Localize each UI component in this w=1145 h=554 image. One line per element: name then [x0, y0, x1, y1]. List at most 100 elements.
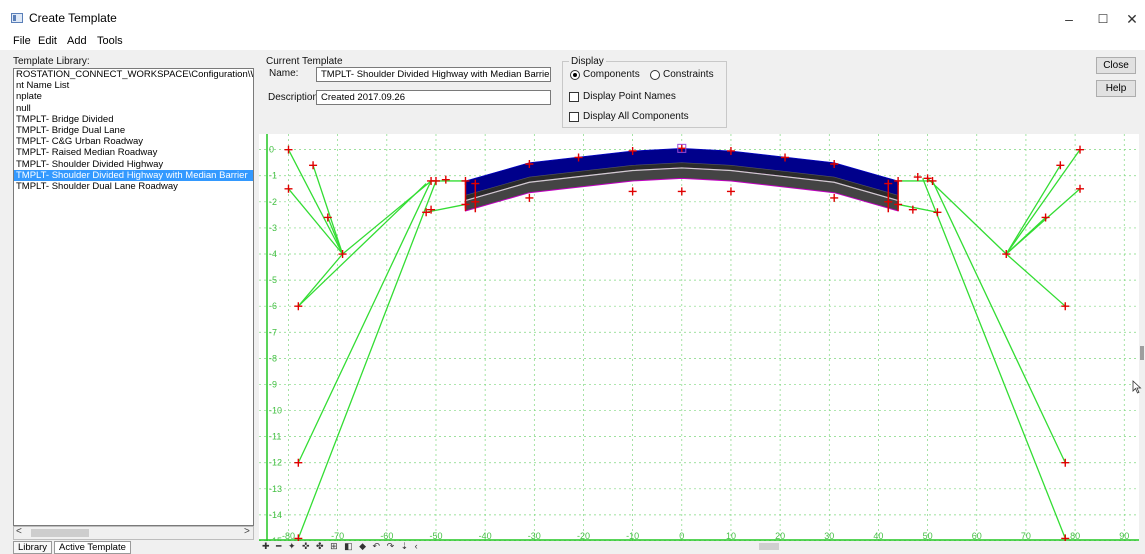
display-label: Display: [569, 56, 606, 67]
y-tick-label: -7: [269, 327, 277, 337]
x-tick-label: 40: [873, 531, 883, 541]
canvas-scroll-thumb[interactable]: [1140, 346, 1144, 360]
view-toolbar: ✚ ━ ✦ ✜ ✤ ⊞ ◧ ◆ ↶ ↷ ⇣ ‹: [259, 541, 1145, 552]
component-link-line: [327, 217, 344, 255]
template-point: [913, 173, 922, 182]
library-item[interactable]: null: [16, 102, 31, 114]
menu-add[interactable]: Add: [67, 35, 87, 47]
component-link-line: [922, 178, 1066, 539]
template-point: [1076, 145, 1085, 154]
template-point: [1041, 213, 1050, 222]
y-tick-label: 0: [269, 145, 274, 155]
template-point: [1076, 184, 1085, 193]
canvas-horizontal-scroll-thumb[interactable]: [759, 543, 779, 550]
constraints-radio-label: Constraints: [663, 69, 714, 80]
y-tick-label: -3: [269, 223, 277, 233]
title-bar: Create Template – ☐ ✕: [0, 0, 1145, 34]
template-point: [923, 174, 932, 183]
template-description-field[interactable]: Created 2017.09.26: [316, 90, 551, 105]
template-point: [427, 176, 436, 185]
view-tools-icon[interactable]: ✚ ━ ✦ ✜ ✤ ⊞ ◧ ◆ ↶ ↷ ⇣ ‹: [262, 541, 420, 551]
pavement-point: [830, 193, 839, 202]
library-item[interactable]: TMPLT- Bridge Divided: [16, 113, 114, 125]
component-link-line: [287, 188, 344, 255]
library-item[interactable]: nplate: [16, 91, 42, 103]
x-tick-label: -50: [429, 531, 442, 541]
x-tick-label: -30: [528, 531, 541, 541]
template-point: [323, 213, 332, 222]
template-library-label: Template Library:: [13, 56, 90, 67]
app-icon: [11, 13, 23, 23]
x-tick-label: -40: [479, 531, 492, 541]
x-tick-label: -20: [577, 531, 590, 541]
component-link-line: [931, 180, 1066, 464]
pavement-point: [525, 160, 534, 169]
pavement-point: [830, 160, 839, 169]
constraints-radio[interactable]: [650, 70, 660, 80]
y-tick-label: -13: [269, 484, 282, 494]
menu-file[interactable]: File: [13, 35, 31, 47]
mouse-cursor-icon: [1132, 380, 1142, 394]
pavement-point: [628, 187, 637, 196]
pavement-point: [726, 146, 735, 155]
component-link-line: [927, 177, 1007, 255]
component-link-line: [1005, 217, 1047, 255]
library-item[interactable]: TMPLT- Shoulder Dual Lane Roadway: [16, 180, 178, 192]
help-button[interactable]: Help: [1096, 80, 1136, 97]
library-horizontal-scrollbar[interactable]: < >: [13, 526, 254, 540]
x-tick-label: 80: [1070, 531, 1080, 541]
y-tick-label: -12: [269, 458, 282, 468]
x-tick-label: 60: [972, 531, 982, 541]
template-point: [1061, 458, 1070, 467]
template-library-list[interactable]: ROSTATION_CONNECT_WORKSPACE\Configuratio…: [13, 68, 254, 526]
scroll-left-icon[interactable]: <: [16, 526, 22, 537]
scroll-right-icon[interactable]: >: [244, 526, 250, 537]
template-canvas[interactable]: 0 -1 -2 -3 -4 -5 -6 -7 -8 -9 -10 -11 -12 -13 -14 -15 -80…: [259, 134, 1139, 546]
tab-active-template[interactable]: Active Template: [54, 541, 131, 554]
tab-library[interactable]: Library: [13, 541, 53, 554]
library-item[interactable]: TMPLT- Shoulder Divided Highway with Med…: [14, 169, 253, 181]
pavement-point: [677, 187, 686, 196]
template-point: [338, 250, 347, 259]
components-radio-label: Components: [583, 69, 640, 80]
library-item[interactable]: TMPLT- Shoulder Divided Highway: [16, 158, 164, 170]
x-tick-label: -80: [282, 531, 295, 541]
y-tick-label: -1: [269, 171, 277, 181]
template-point: [1056, 161, 1065, 170]
components-radio[interactable]: [570, 70, 580, 80]
x-tick-label: 90: [1119, 531, 1129, 541]
template-point: [928, 176, 937, 185]
scroll-thumb[interactable]: [31, 529, 89, 537]
x-tick-label: -70: [331, 531, 344, 541]
description-label: Description:: [268, 92, 321, 103]
template-point: [284, 145, 293, 154]
y-tick-label: -2: [269, 197, 277, 207]
library-item[interactable]: TMPLT- C&G Urban Roadway: [16, 136, 144, 148]
library-item[interactable]: TMPLT- Raised Median Roadway: [16, 147, 158, 159]
component-link-line: [297, 180, 432, 464]
menu-tools[interactable]: Tools: [97, 35, 123, 47]
pavement-point: [726, 187, 735, 196]
component-link-line: [297, 180, 437, 539]
display-all-components-checkbox[interactable]: [569, 112, 579, 122]
close-button[interactable]: Close: [1096, 57, 1136, 74]
library-item[interactable]: TMPLT- Bridge Dual Lane: [16, 124, 126, 136]
template-cross-section-chart[interactable]: 0-1-2-3-4-5-6-7-8-9-10-11-12-13-14-15 -80…: [259, 134, 1139, 546]
display-group: [562, 61, 727, 128]
maximize-icon[interactable]: ☐: [1097, 12, 1109, 26]
canvas-vertical-scrollbar[interactable]: [1139, 134, 1145, 541]
x-tick-label: -10: [626, 531, 639, 541]
library-item[interactable]: ROSTATION_CONNECT_WORKSPACE\Configuratio…: [16, 69, 254, 80]
library-item[interactable]: nt Name List: [16, 80, 70, 92]
minimize-icon[interactable]: –: [1065, 11, 1073, 27]
template-point: [284, 184, 293, 193]
x-tick-label: -60: [380, 531, 393, 541]
close-icon[interactable]: ✕: [1126, 11, 1138, 27]
template-name-field[interactable]: TMPLT- Shoulder Divided Highway with Med…: [316, 67, 551, 82]
name-label: Name:: [269, 68, 299, 79]
menu-edit[interactable]: Edit: [38, 35, 57, 47]
component-link-line: [287, 149, 344, 255]
display-point-names-checkbox[interactable]: [569, 92, 579, 102]
x-tick-label: 10: [726, 531, 736, 541]
template-point: [1002, 250, 1011, 259]
